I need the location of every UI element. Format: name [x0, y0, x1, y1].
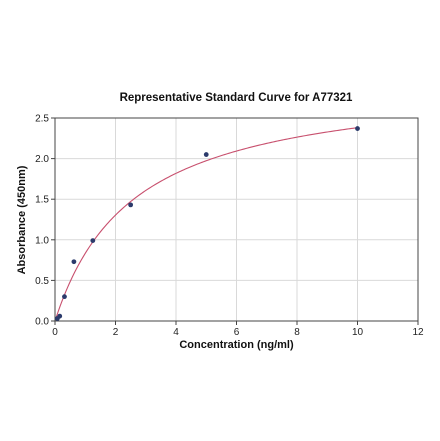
x-axis-label: Concentration (ng/ml) — [179, 339, 294, 351]
data-point — [57, 313, 63, 319]
x-tick-label: 10 — [352, 327, 364, 338]
data-point — [90, 238, 96, 244]
x-tick-label: 0 — [52, 327, 58, 338]
y-tick-label: 0.5 — [35, 276, 49, 287]
y-tick-label: 2.5 — [35, 114, 49, 125]
data-point — [355, 126, 360, 131]
y-tick-label: 1.0 — [35, 235, 49, 246]
x-tick-label: 4 — [173, 327, 179, 338]
x-tick-label: 12 — [412, 327, 424, 338]
fit-curve-line — [55, 127, 358, 320]
x-tick-label: 8 — [294, 327, 300, 338]
chart-title: Representative Standard Curve for A77321 — [119, 92, 353, 104]
x-tick-label: 6 — [234, 327, 240, 338]
y-tick-label: 1.5 — [35, 195, 49, 206]
data-point — [62, 294, 67, 300]
x-tick-label: 2 — [113, 327, 119, 338]
y-tick-label: 2.0 — [35, 154, 49, 165]
data-point — [203, 152, 209, 157]
data-point — [71, 259, 77, 265]
y-tick-label: 0.0 — [35, 317, 49, 328]
data-point — [128, 202, 134, 208]
